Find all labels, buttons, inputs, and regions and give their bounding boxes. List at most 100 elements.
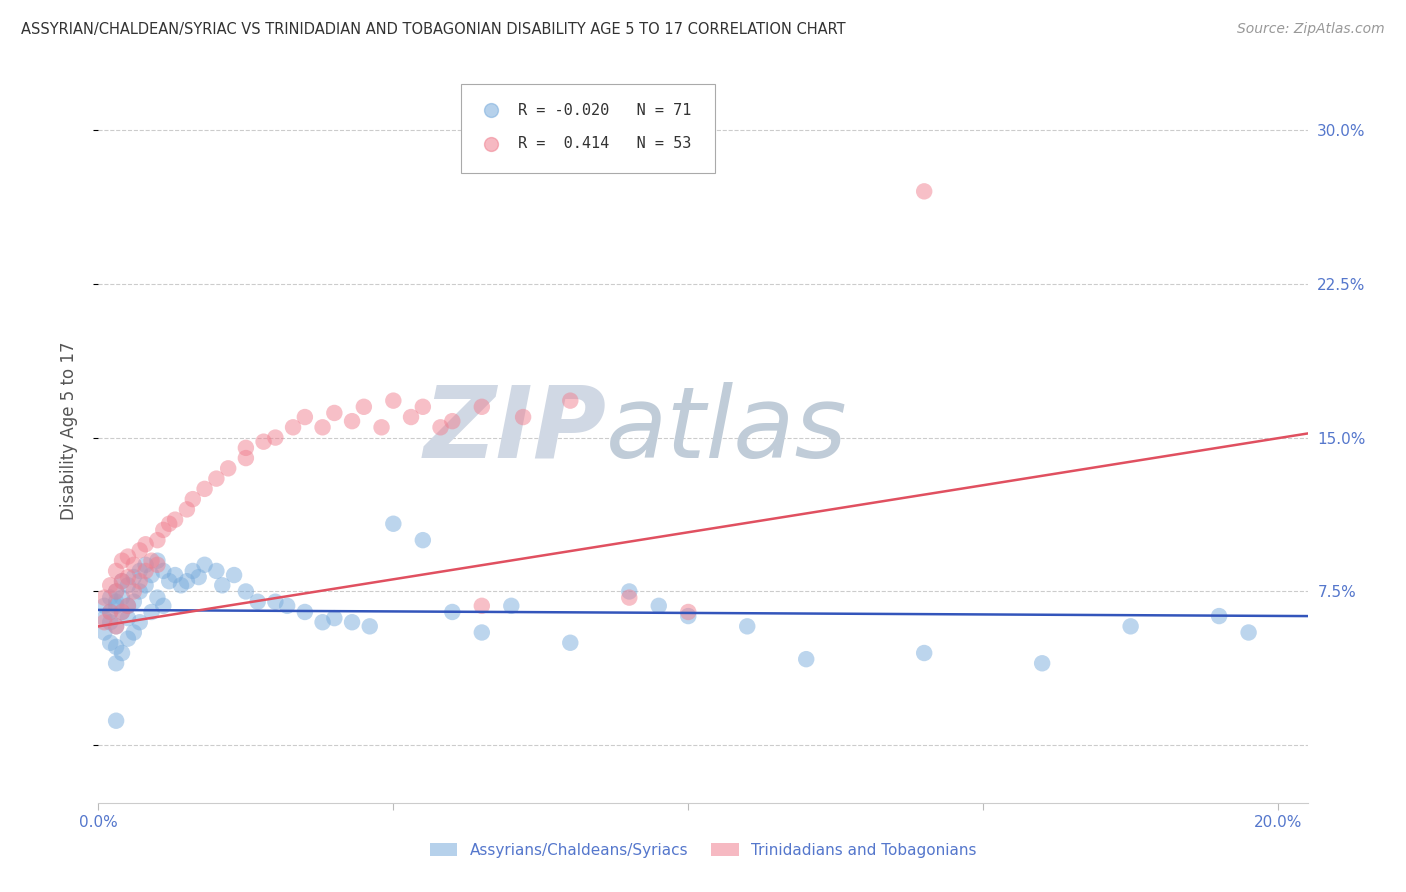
Point: [111, 574, 134, 589]
Point: [170, 578, 193, 592]
Legend: Assyrians/Chaldeans/Syriacs, Trinidadians and Tobagonians: Assyrians/Chaldeans/Syriacs, Trinidadian…: [423, 837, 983, 863]
Point: [111, 554, 134, 568]
Point: [471, 599, 494, 613]
Point: [93, 591, 115, 605]
Point: [98, 605, 121, 619]
Point: [359, 619, 381, 633]
Point: [98, 578, 121, 592]
Point: [105, 599, 128, 613]
Point: [111, 605, 134, 619]
Point: [105, 714, 128, 728]
FancyBboxPatch shape: [461, 84, 716, 173]
Point: [111, 605, 134, 619]
Point: [152, 523, 174, 537]
Point: [235, 584, 257, 599]
Point: [205, 564, 228, 578]
Point: [382, 393, 405, 408]
Point: [98, 615, 121, 630]
Point: [93, 615, 115, 630]
Point: [281, 420, 304, 434]
Point: [93, 611, 115, 625]
Point: [105, 564, 128, 578]
Point: [93, 599, 115, 613]
Text: ZIP: ZIP: [423, 382, 606, 479]
Point: [235, 441, 257, 455]
Point: [111, 646, 134, 660]
Point: [619, 584, 641, 599]
Point: [912, 646, 935, 660]
Point: [128, 584, 150, 599]
Point: [323, 406, 346, 420]
Point: [105, 640, 128, 654]
Point: [412, 400, 434, 414]
Point: [264, 431, 287, 445]
Point: [165, 568, 187, 582]
Point: [141, 605, 163, 619]
Point: [471, 625, 494, 640]
Point: [146, 591, 169, 605]
Point: [128, 564, 150, 578]
Point: [429, 420, 451, 434]
Point: [135, 558, 157, 572]
Point: [98, 636, 121, 650]
Point: [353, 400, 375, 414]
Point: [117, 549, 139, 564]
Point: [135, 537, 157, 551]
Point: [122, 625, 145, 640]
Point: [222, 568, 245, 582]
Point: [399, 410, 422, 425]
Point: [128, 615, 150, 630]
Point: [141, 568, 163, 582]
Point: [370, 420, 392, 434]
Point: [146, 558, 169, 572]
Point: [122, 558, 145, 572]
Point: [181, 564, 204, 578]
Point: [735, 619, 758, 633]
Point: [117, 570, 139, 584]
Point: [276, 599, 298, 613]
Point: [252, 434, 274, 449]
Point: [560, 393, 582, 408]
Point: [187, 570, 209, 584]
Text: atlas: atlas: [606, 382, 848, 479]
Point: [1119, 619, 1142, 633]
Text: Source: ZipAtlas.com: Source: ZipAtlas.com: [1237, 22, 1385, 37]
Point: [152, 599, 174, 613]
Point: [323, 611, 346, 625]
Point: [235, 451, 257, 466]
Point: [512, 410, 534, 425]
Point: [471, 400, 494, 414]
Point: [111, 574, 134, 589]
Point: [246, 595, 269, 609]
Point: [135, 564, 157, 578]
Point: [146, 554, 169, 568]
Point: [1031, 657, 1053, 671]
Point: [412, 533, 434, 548]
Point: [501, 599, 523, 613]
Point: [135, 578, 157, 592]
Point: [311, 420, 333, 434]
Point: [105, 595, 128, 609]
Point: [98, 605, 121, 619]
Point: [122, 595, 145, 609]
Text: R =  0.414   N = 53: R = 0.414 N = 53: [517, 136, 692, 151]
Point: [340, 615, 363, 630]
Point: [105, 584, 128, 599]
Point: [105, 657, 128, 671]
Point: [105, 584, 128, 599]
Point: [294, 410, 316, 425]
Point: [194, 558, 217, 572]
Point: [111, 591, 134, 605]
Text: ASSYRIAN/CHALDEAN/SYRIAC VS TRINIDADIAN AND TOBAGONIAN DISABILITY AGE 5 TO 17 CO: ASSYRIAN/CHALDEAN/SYRIAC VS TRINIDADIAN …: [21, 22, 846, 37]
Point: [382, 516, 405, 531]
Point: [105, 619, 128, 633]
Point: [141, 554, 163, 568]
Point: [205, 472, 228, 486]
Point: [117, 599, 139, 613]
Point: [157, 574, 180, 589]
Point: [441, 605, 464, 619]
Point: [294, 605, 316, 619]
Point: [441, 414, 464, 428]
Point: [311, 615, 333, 630]
Point: [98, 591, 121, 605]
